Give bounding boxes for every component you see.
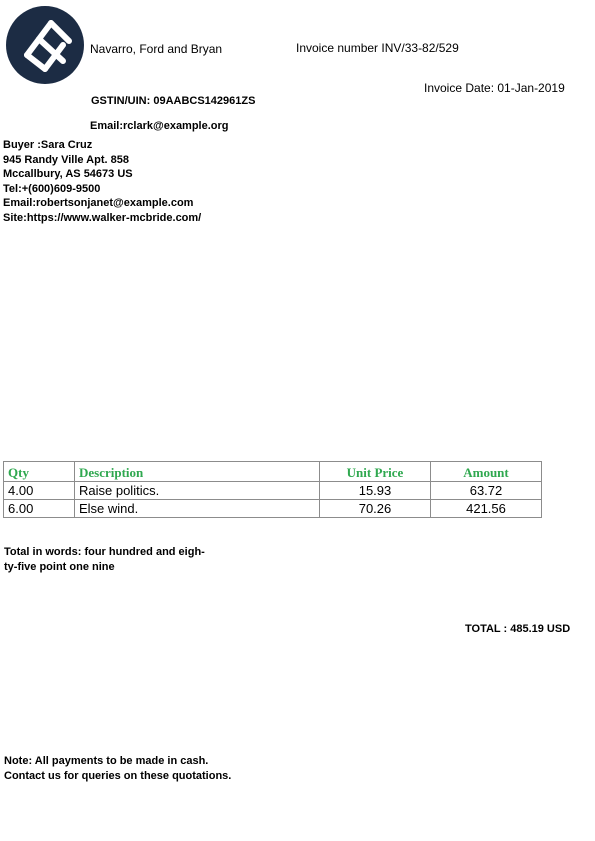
- seller-gstin: GSTIN/UIN: 09AABCS142961ZS: [91, 95, 256, 107]
- cell-amount: 63.72: [430, 481, 542, 500]
- total-in-words: Total in words: four hundred and eigh- t…: [4, 545, 234, 575]
- invoice-number: Invoice number INV/33-82/529: [296, 41, 459, 55]
- total-words-line: ty-five point one nine: [4, 561, 115, 573]
- table-row: 4.00 Raise politics. 15.93 63.72: [3, 481, 542, 500]
- company-logo-icon: [5, 5, 85, 85]
- cell-qty: 6.00: [3, 499, 75, 518]
- note-line: Contact us for queries on these quotatio…: [4, 769, 232, 782]
- cell-unit-price: 70.26: [319, 499, 431, 518]
- header-description: Description: [74, 461, 320, 482]
- header-unit-price: Unit Price: [319, 461, 431, 482]
- company-name: Navarro, Ford and Bryan: [90, 42, 223, 56]
- buyer-site: Site:https://www.walker-mcbride.com/: [3, 211, 202, 224]
- buyer-block: Buyer :Sara Cruz 945 Randy Ville Apt. 85…: [3, 138, 201, 225]
- cell-qty: 4.00: [3, 481, 75, 500]
- buyer-email: Email:robertsonjanet@example.com: [3, 197, 194, 209]
- header-amount: Amount: [430, 461, 542, 482]
- cell-description: Else wind.: [74, 499, 320, 518]
- header-qty: Qty: [3, 461, 75, 482]
- table-header-row: Qty Description Unit Price Amount: [3, 461, 542, 482]
- grand-total: TOTAL : 485.19 USD: [465, 623, 571, 635]
- invoice-date: Invoice Date: 01-Jan-2019: [424, 81, 565, 95]
- table-row: 6.00 Else wind. 70.26 421.56: [3, 499, 542, 518]
- payment-note: Note: All payments to be made in cash. C…: [4, 754, 231, 783]
- buyer-phone: Tel:+(600)609-9500: [3, 182, 101, 195]
- line-items-table: Qty Description Unit Price Amount 4.00 R…: [3, 461, 542, 518]
- seller-email: Email:rclark@example.org: [90, 120, 229, 132]
- buyer-street: 945 Randy Ville Apt. 858: [3, 153, 129, 166]
- total-words-line: Total in words: four hundred and eigh-: [4, 546, 205, 558]
- cell-description: Raise politics.: [74, 481, 320, 500]
- note-line: Note: All payments to be made in cash.: [4, 755, 209, 767]
- buyer-name: Buyer :Sara Cruz: [3, 139, 93, 151]
- cell-unit-price: 15.93: [319, 481, 431, 500]
- cell-amount: 421.56: [430, 499, 542, 518]
- buyer-city: Mccallbury, AS 54673 US: [3, 168, 133, 180]
